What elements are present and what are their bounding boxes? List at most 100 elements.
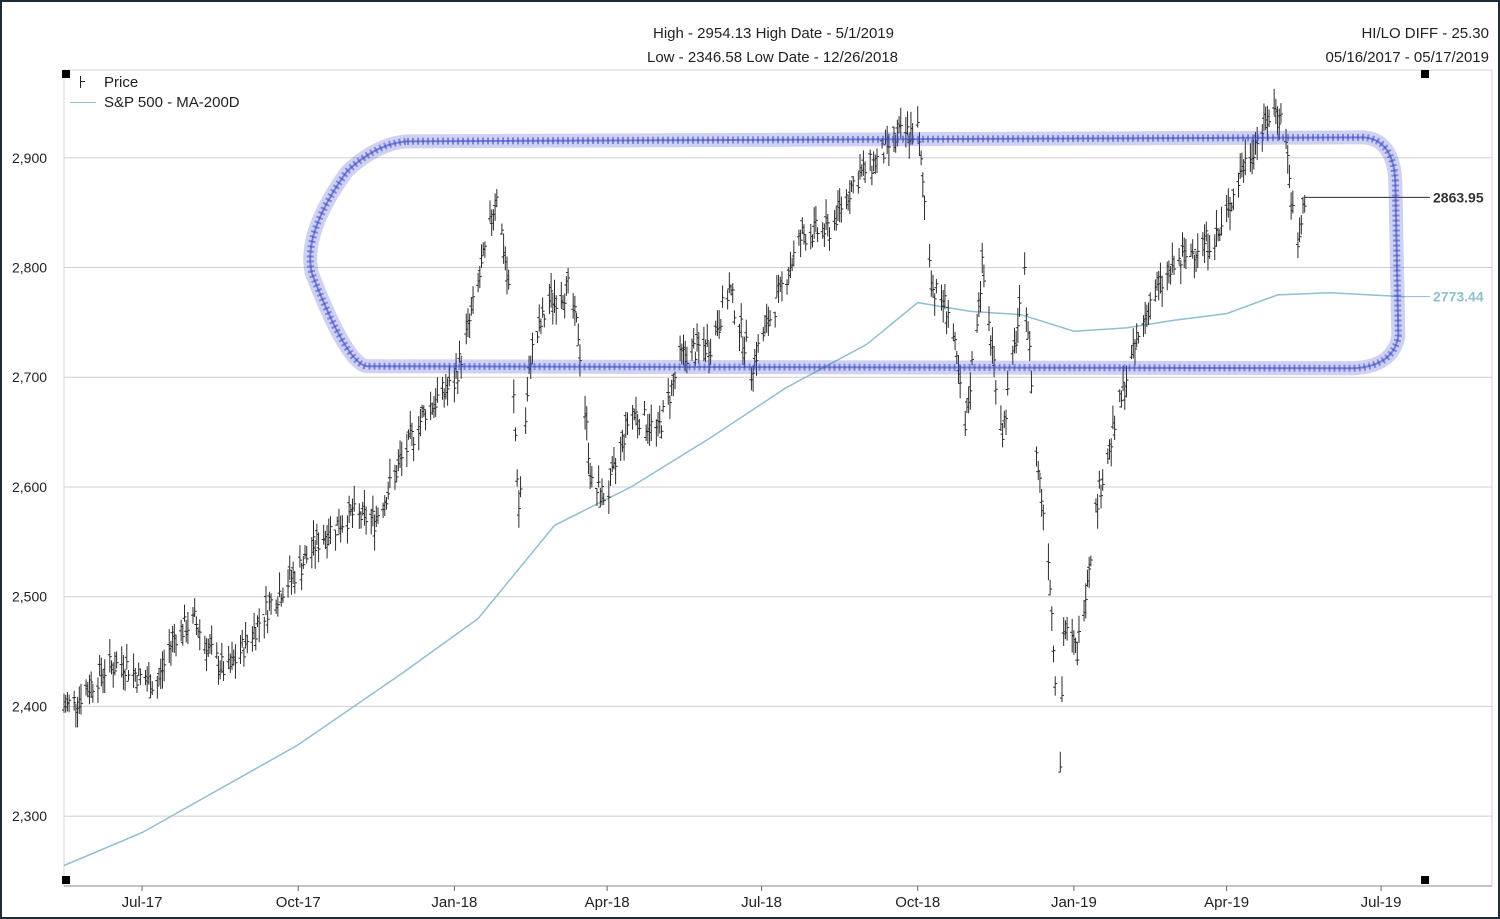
price-bar [1153,279,1158,302]
price-bar [661,400,666,413]
price-bar [423,410,428,431]
price-bar [813,206,818,232]
price-bar [233,644,238,679]
price-bar [725,289,730,310]
price-bar [238,635,243,664]
price-bar [549,272,554,308]
price-bar [1119,390,1124,408]
price-bar [1148,292,1153,320]
price-bar [1005,370,1010,396]
price-bar [756,334,761,353]
price-bar [240,629,245,648]
price-bar [666,378,671,405]
price-bar [1178,260,1183,285]
hilo-diff: HI/LO DIFF - 25.30 [1361,25,1489,42]
price-bar [1022,252,1027,275]
price-bar [1088,555,1093,567]
price-bar [78,683,83,715]
price-bar [1290,190,1295,214]
highlight-loop-annotation [303,130,1406,376]
price-bar [511,379,516,414]
loop-core [309,136,1400,370]
price-bar [730,283,735,304]
price-bar [513,427,518,442]
ohlc-bar-icon [70,75,100,89]
price-bar [1112,415,1117,441]
price-bar [372,514,377,551]
price-bar [798,229,803,258]
price-bar [779,271,784,302]
price-bar [311,520,316,556]
price-bar [340,515,345,533]
price-bar [1267,109,1272,128]
price-bar [452,369,457,403]
line-swatch-icon [70,101,96,103]
price-bar [394,465,399,483]
price-bar [953,331,958,351]
price-bar [975,313,980,333]
price-bar [1049,606,1054,631]
price-bar [589,466,594,488]
price-bar [978,280,983,313]
price-bar [1046,543,1051,581]
price-bar [1172,255,1177,275]
price-bar [1039,488,1044,517]
price-bar [313,540,318,569]
price-bar [601,492,606,505]
price-bar [1204,221,1209,242]
price-bar [89,671,94,699]
y-tick-label: 2,400 [12,698,47,714]
x-tick-label: Jan-19 [1051,894,1097,911]
price-bar [95,677,100,703]
price-bar [754,341,759,376]
price-bar [219,642,224,674]
price-bar [457,340,462,363]
price-bar [572,295,577,326]
price-bar [946,300,951,328]
price-bar [970,351,975,366]
price-bar [150,681,155,696]
price-bar [126,670,131,682]
y-tick-label: 2,700 [12,369,47,385]
price-bar [1087,556,1092,588]
price-bar [667,395,672,420]
price-bar [708,338,713,365]
price-bar [364,506,369,535]
price-bar [162,649,167,682]
price-bar [810,234,815,248]
price-bar [600,478,605,506]
price-bar [523,407,528,435]
price-bar [399,441,404,477]
price-bar [1059,676,1064,703]
price-bar [881,152,886,164]
price-bar [370,495,375,527]
price-bar [791,240,796,267]
price-bar [934,278,939,294]
price-bar [440,376,445,400]
price-bar [197,619,202,651]
price-bar [898,107,903,139]
price-bar [263,586,268,616]
price-bar [72,690,77,711]
y-tick-label: 2,900 [12,150,47,166]
price-bar [825,213,830,237]
price-bar [1003,409,1008,436]
price-bar [642,400,647,416]
price-bars [62,88,1307,773]
price-bar [919,150,924,166]
price-bar [917,132,922,157]
price-bar [138,668,143,686]
price-bar [1168,266,1173,285]
price-bar [482,241,487,258]
price-bar [1053,676,1058,696]
price-bar [494,188,499,208]
x-tick-label: Apr-18 [585,894,630,911]
price-bar [269,593,274,615]
x-tick-label: Jul-19 [1361,894,1402,911]
price-bar [525,376,530,402]
price-bar [931,274,936,298]
price-bar [241,647,246,667]
price-bar [1295,232,1300,259]
price-bar [275,596,280,617]
